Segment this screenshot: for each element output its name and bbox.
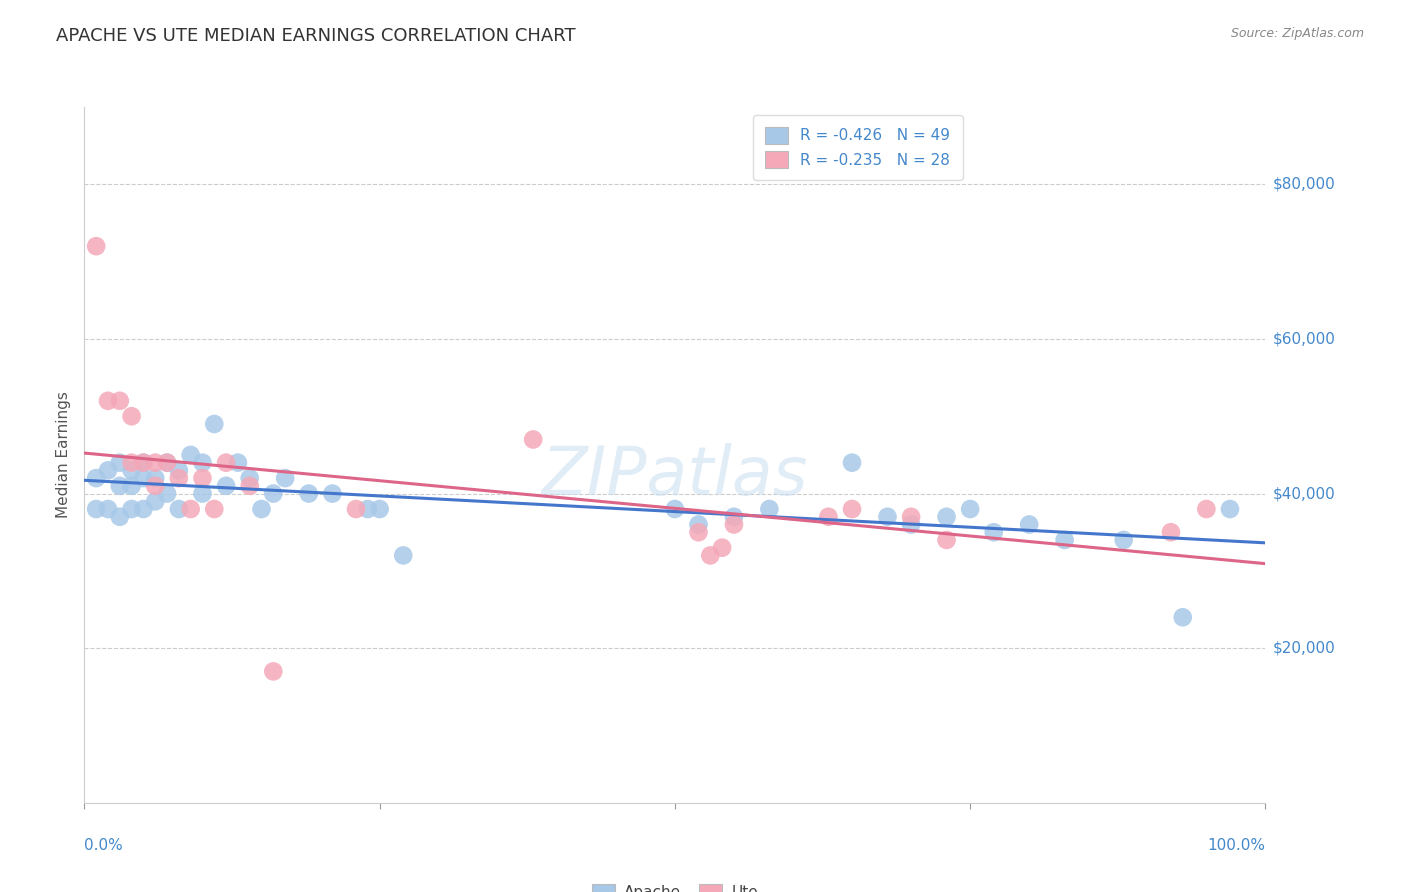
Point — [959, 502, 981, 516]
Point — [262, 665, 284, 679]
Point — [250, 502, 273, 516]
Point — [983, 525, 1005, 540]
Point — [357, 502, 380, 516]
Point — [699, 549, 721, 563]
Point — [180, 502, 202, 516]
Point — [202, 502, 225, 516]
Point — [121, 479, 143, 493]
Text: 100.0%: 100.0% — [1208, 838, 1265, 854]
Point — [143, 456, 166, 470]
Point — [758, 502, 780, 516]
Point — [191, 486, 214, 500]
Point — [108, 456, 131, 470]
Text: $80,000: $80,000 — [1272, 177, 1336, 192]
Point — [239, 471, 262, 485]
Point — [121, 502, 143, 516]
Point — [180, 448, 202, 462]
Point — [900, 517, 922, 532]
Point — [121, 409, 143, 424]
Point — [108, 509, 131, 524]
Point — [143, 479, 166, 493]
Point — [108, 479, 131, 493]
Point — [156, 486, 179, 500]
Point — [132, 502, 155, 516]
Point — [215, 456, 238, 470]
Point — [226, 456, 249, 470]
Point — [344, 502, 367, 516]
Point — [84, 239, 107, 253]
Point — [664, 502, 686, 516]
Point — [143, 494, 166, 508]
Text: 0.0%: 0.0% — [84, 838, 124, 854]
Text: Source: ZipAtlas.com: Source: ZipAtlas.com — [1230, 27, 1364, 40]
Point — [1112, 533, 1135, 547]
Point — [368, 502, 391, 516]
Point — [1018, 517, 1040, 532]
Point — [202, 417, 225, 431]
Point — [688, 517, 710, 532]
Point — [132, 471, 155, 485]
Point — [84, 471, 107, 485]
Point — [167, 463, 190, 477]
Point — [298, 486, 321, 500]
Point — [108, 393, 131, 408]
Point — [121, 456, 143, 470]
Point — [274, 471, 297, 485]
Point — [935, 533, 957, 547]
Point — [156, 456, 179, 470]
Point — [841, 502, 863, 516]
Point — [392, 549, 415, 563]
Point — [935, 509, 957, 524]
Point — [841, 456, 863, 470]
Point — [84, 502, 107, 516]
Text: ZIPatlas: ZIPatlas — [541, 442, 808, 508]
Point — [522, 433, 544, 447]
Text: APACHE VS UTE MEDIAN EARNINGS CORRELATION CHART: APACHE VS UTE MEDIAN EARNINGS CORRELATIO… — [56, 27, 576, 45]
Point — [711, 541, 734, 555]
Point — [121, 463, 143, 477]
Point — [132, 456, 155, 470]
Point — [1160, 525, 1182, 540]
Point — [1171, 610, 1194, 624]
Point — [321, 486, 343, 500]
Point — [1219, 502, 1241, 516]
Point — [239, 479, 262, 493]
Point — [167, 471, 190, 485]
Point — [1053, 533, 1076, 547]
Point — [97, 502, 120, 516]
Text: $40,000: $40,000 — [1272, 486, 1336, 501]
Point — [97, 463, 120, 477]
Point — [1195, 502, 1218, 516]
Point — [191, 456, 214, 470]
Point — [143, 471, 166, 485]
Point — [167, 502, 190, 516]
Point — [900, 509, 922, 524]
Legend: Apache, Ute: Apache, Ute — [585, 878, 765, 892]
Point — [688, 525, 710, 540]
Point — [876, 509, 898, 524]
Text: $60,000: $60,000 — [1272, 332, 1336, 346]
Y-axis label: Median Earnings: Median Earnings — [56, 392, 72, 518]
Point — [723, 517, 745, 532]
Text: $20,000: $20,000 — [1272, 640, 1336, 656]
Point — [817, 509, 839, 524]
Point — [156, 456, 179, 470]
Point — [191, 471, 214, 485]
Point — [215, 479, 238, 493]
Point — [723, 509, 745, 524]
Point — [132, 456, 155, 470]
Point — [97, 393, 120, 408]
Point — [262, 486, 284, 500]
